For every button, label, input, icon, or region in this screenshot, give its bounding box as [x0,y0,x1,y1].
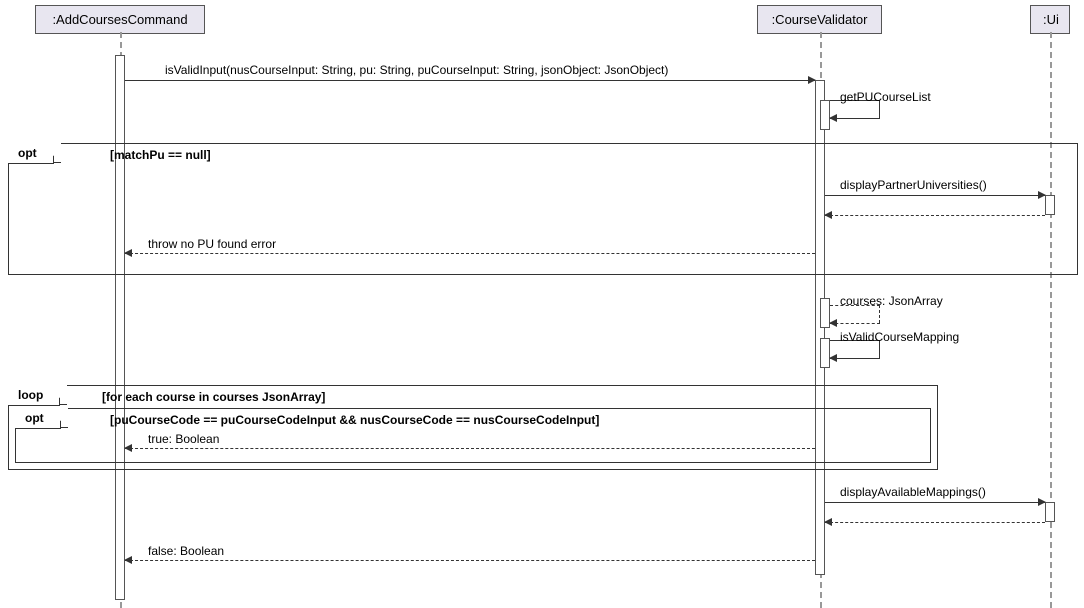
arrow-false [125,560,815,561]
label-courses: courses: JsonArray [840,294,943,308]
participant-ui: :Ui [1030,5,1070,34]
label-displaypartner: displayPartnerUniversities() [840,178,987,192]
arrow-throw-nopu [125,253,815,254]
arrow-courses-return [830,323,880,324]
label-false: false: Boolean [148,544,224,558]
arrow-displayavail [825,502,1045,503]
label-getpucourselist: getPUCourseList [840,90,931,104]
fragment-opt1-guard: [matchPu == null] [110,148,211,162]
activation-add-courses [115,55,125,600]
fragment-opt1: opt [8,143,1078,275]
label-isvalidmapping: isValidCourseMapping [840,330,959,344]
fragment-loop-guard: [for each course in courses JsonArray] [102,390,325,404]
fragment-opt1-type: opt [8,143,54,164]
activation-course-validator-isvalid [820,338,830,368]
fragment-loop-type: loop [8,385,60,406]
arrow-isvalidmapping-return [830,358,880,359]
arrow-isvalidinput [125,80,815,81]
participant-label: :CourseValidator [772,12,868,27]
label-throw-nopu: throw no PU found error [148,237,276,251]
arrow-displaypartner-return [825,215,1045,216]
participant-label: :Ui [1043,12,1059,27]
fragment-opt2-type: opt [15,408,61,429]
activation-ui-2 [1045,502,1055,522]
participant-label: :AddCoursesCommand [52,12,187,27]
arrow-true [125,448,815,449]
participant-add-courses: :AddCoursesCommand [35,5,205,34]
arrow-displaypartner [825,195,1045,196]
arrow-displayavail-return [825,522,1045,523]
label-displayavail: displayAvailableMappings() [840,485,986,499]
label-true: true: Boolean [148,432,219,446]
arrow-getpucourselist-return [830,118,880,119]
fragment-opt2-guard: [puCourseCode == puCourseCodeInput && nu… [110,413,599,427]
label-isvalidinput: isValidInput(nusCourseInput: String, pu:… [165,63,668,77]
participant-course-validator: :CourseValidator [757,5,882,34]
